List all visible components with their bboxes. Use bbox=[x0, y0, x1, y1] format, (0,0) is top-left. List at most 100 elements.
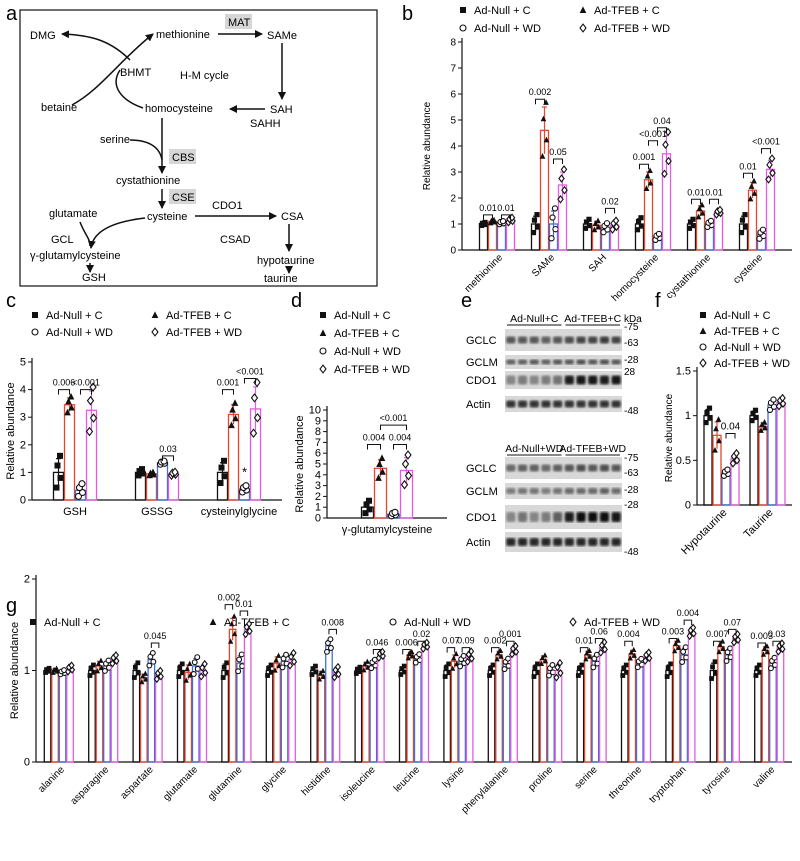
bar bbox=[724, 654, 733, 763]
category-label: phenylalanine bbox=[460, 764, 512, 816]
data-point bbox=[645, 648, 652, 657]
blot-band bbox=[576, 512, 586, 522]
data-point bbox=[450, 665, 456, 671]
data-point bbox=[85, 426, 94, 437]
arrow-glutamate-join bbox=[79, 221, 91, 247]
data-point bbox=[673, 640, 679, 646]
panel-letter-a: a bbox=[6, 3, 18, 25]
data-point bbox=[442, 674, 448, 679]
blot-mw-marker: -28 bbox=[624, 485, 639, 496]
data-point bbox=[218, 464, 225, 471]
bar bbox=[103, 665, 111, 763]
significance-bracket bbox=[239, 610, 249, 617]
data-point bbox=[53, 484, 60, 491]
data-point bbox=[739, 217, 746, 223]
blot-band bbox=[588, 375, 598, 385]
p-value-label: 0.04 bbox=[721, 422, 741, 433]
data-point bbox=[665, 156, 672, 166]
data-point bbox=[558, 174, 565, 183]
significance-bracket bbox=[713, 640, 722, 647]
data-point bbox=[775, 401, 783, 411]
p-value-label: 0.004 bbox=[389, 433, 412, 443]
data-point bbox=[668, 661, 674, 667]
bar bbox=[443, 669, 452, 763]
data-point bbox=[290, 648, 297, 657]
significance-bracket bbox=[222, 389, 234, 395]
data-point bbox=[232, 414, 239, 422]
data-point bbox=[91, 662, 96, 668]
data-point bbox=[231, 399, 239, 406]
legend-marker bbox=[32, 312, 38, 318]
data-point bbox=[716, 205, 724, 215]
data-point bbox=[512, 647, 520, 656]
p-value-label: <0.001 bbox=[380, 413, 408, 423]
p-value-label: 0.008 bbox=[321, 617, 344, 627]
data-point bbox=[491, 216, 497, 223]
significance-bracket bbox=[639, 163, 649, 170]
data-point bbox=[556, 658, 564, 667]
y-axis-label: Relative abundance bbox=[5, 382, 17, 479]
data-point bbox=[221, 664, 227, 670]
bar bbox=[687, 631, 696, 763]
data-point bbox=[757, 662, 762, 668]
category-label: SAMe bbox=[530, 252, 557, 279]
blot-band bbox=[553, 400, 563, 408]
data-point bbox=[595, 223, 602, 230]
data-point bbox=[228, 638, 234, 644]
data-point bbox=[620, 673, 626, 678]
data-point bbox=[238, 651, 245, 658]
p-value-label: 0.007 bbox=[706, 629, 729, 639]
data-point bbox=[457, 663, 464, 670]
significance-bracket bbox=[683, 619, 693, 626]
blot-band bbox=[553, 359, 563, 365]
bar bbox=[413, 657, 422, 763]
data-point bbox=[730, 638, 738, 647]
data-point bbox=[690, 629, 697, 638]
data-point bbox=[132, 664, 138, 670]
enzyme-box-cse bbox=[169, 189, 196, 204]
data-point bbox=[635, 218, 642, 224]
data-point bbox=[662, 140, 669, 149]
data-point bbox=[734, 635, 742, 644]
data-point bbox=[50, 669, 56, 675]
bar bbox=[576, 669, 585, 763]
y-tick-label: 1 bbox=[20, 467, 26, 479]
data-point bbox=[112, 651, 120, 660]
data-point bbox=[43, 670, 48, 675]
data-point bbox=[560, 165, 568, 174]
data-point bbox=[707, 217, 715, 225]
data-point bbox=[751, 177, 757, 184]
data-point bbox=[400, 479, 409, 490]
data-point bbox=[135, 472, 142, 479]
data-point bbox=[150, 658, 157, 665]
data-point bbox=[357, 664, 363, 670]
data-point bbox=[601, 645, 608, 654]
data-point bbox=[131, 675, 137, 680]
y-tick-label: 0 bbox=[24, 757, 30, 769]
arrow-to-dmg bbox=[61, 30, 131, 61]
data-point bbox=[402, 669, 408, 675]
node-cysteine: cysteine bbox=[147, 211, 187, 223]
significance-bracket bbox=[393, 444, 407, 450]
blot-mw-marker: -75 bbox=[624, 322, 639, 333]
data-point bbox=[68, 661, 75, 670]
blot-row-label: Actin bbox=[466, 399, 490, 411]
significance-bracket bbox=[624, 640, 633, 647]
category-label: asparagine bbox=[69, 764, 112, 807]
p-value-label: 0.003 bbox=[750, 631, 773, 641]
y-axis-label: Relative abundance bbox=[422, 101, 433, 190]
y-tick-label: 4 bbox=[315, 469, 321, 481]
enzyme-gcl: GCL bbox=[51, 234, 74, 246]
blot-band bbox=[588, 359, 598, 365]
p-value-label: 0.01 bbox=[235, 599, 253, 609]
blot-band bbox=[611, 400, 621, 408]
panel-letter-f: f bbox=[655, 290, 661, 312]
blot-band bbox=[506, 538, 516, 546]
blot-band bbox=[529, 359, 539, 365]
y-tick-label: 8 bbox=[315, 426, 321, 438]
data-point bbox=[310, 666, 316, 672]
node-homocysteine: homocysteine bbox=[145, 103, 213, 115]
panel-letter-g: g bbox=[6, 595, 17, 617]
western-blot: kDa Ad-Null+C Ad-TFEB+C GCLC GCLM CDO1 Actin -7… bbox=[466, 313, 642, 558]
